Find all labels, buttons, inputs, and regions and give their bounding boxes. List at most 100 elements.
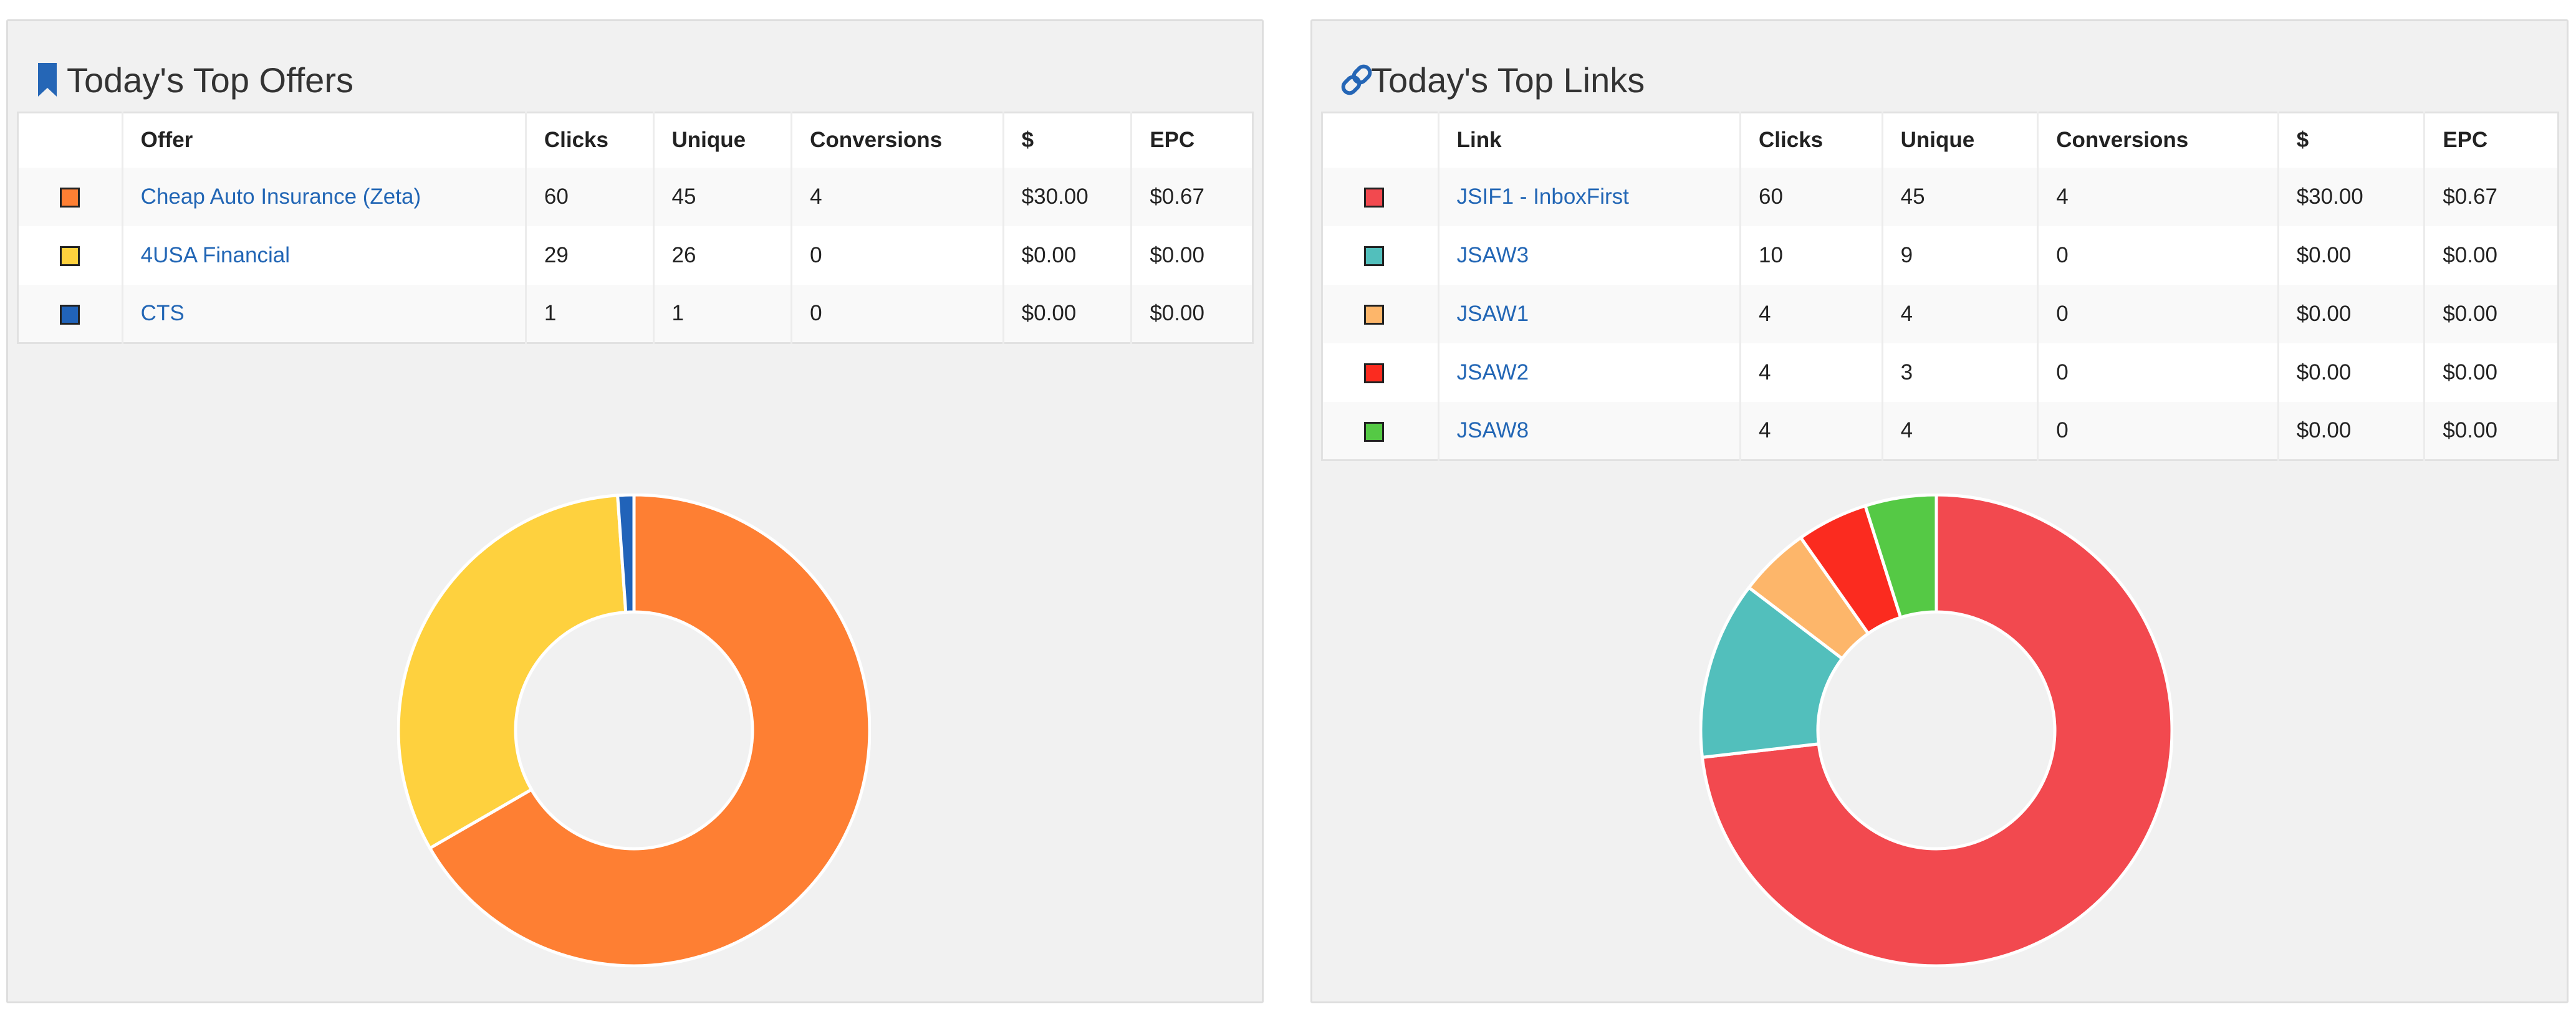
column-header-revenue[interactable]: $: [1002, 112, 1132, 168]
column-header-revenue[interactable]: $: [2277, 112, 2425, 168]
unique-cell: 4: [1881, 284, 2038, 343]
unique-cell: 1: [652, 284, 792, 343]
conversions-cell: 0: [2037, 226, 2279, 285]
legend-swatch: [60, 188, 80, 208]
donut-slice-2[interactable]: [397, 494, 628, 851]
revenue-cell: $0.00: [2277, 343, 2425, 402]
table-row: JSIF1 - InboxFirst 60 45 4 $30.00 $0.67: [1322, 167, 2559, 226]
legend-swatch: [60, 304, 80, 325]
revenue-cell: $0.00: [1002, 226, 1132, 285]
revenue-cell: $0.00: [2277, 284, 2425, 343]
table-row: JSAW1 4 4 0 $0.00 $0.00: [1322, 284, 2559, 343]
top-offers-table: Offer Clicks Unique Conversions $ EPC Ch…: [17, 112, 1254, 344]
legend-swatch: [1364, 246, 1384, 267]
column-header-color: [18, 113, 123, 168]
column-header-color: [1322, 113, 1439, 168]
conversions-cell: 0: [2037, 343, 2279, 402]
unique-cell: 9: [1881, 226, 2038, 285]
top-offers-heading: Today's Top Offers: [34, 55, 353, 105]
top-offers-panel: Today's Top Offers Offer Clicks Unique C…: [6, 19, 1264, 1003]
column-header-unique[interactable]: Unique: [652, 112, 792, 168]
column-header-conversions[interactable]: Conversions: [2037, 112, 2279, 168]
unique-cell: 4: [1881, 401, 2038, 461]
offer-link[interactable]: Cheap Auto Insurance (Zeta): [140, 184, 421, 209]
revenue-cell: $30.00: [1002, 167, 1132, 226]
table-row: 4USA Financial 29 26 0 $0.00 $0.00: [17, 226, 1253, 285]
clicks-cell: 29: [524, 226, 654, 285]
clicks-cell: 4: [1739, 343, 1883, 402]
unique-cell: 26: [652, 226, 792, 285]
top-links-heading: Today's Top Links: [1338, 55, 1645, 105]
epc-cell: $0.00: [2423, 401, 2559, 461]
epc-cell: $0.00: [2423, 343, 2559, 402]
conversions-cell: 0: [791, 226, 1004, 285]
conversions-cell: 4: [2037, 167, 2279, 226]
unique-cell: 45: [1881, 167, 2038, 226]
donut-slice-1[interactable]: [1700, 494, 2173, 967]
donut-slice-1[interactable]: [428, 494, 871, 967]
legend-swatch: [1364, 305, 1384, 325]
table-row: Cheap Auto Insurance (Zeta) 60 45 4 $30.…: [17, 167, 1253, 226]
bookmark-icon: [34, 62, 60, 98]
top-links-title: Today's Top Links: [1371, 60, 1645, 100]
tracking-link[interactable]: JSAW8: [1456, 418, 1529, 442]
column-header-unique[interactable]: Unique: [1881, 112, 2038, 168]
column-header-epc[interactable]: EPC: [2423, 112, 2559, 168]
links-donut-chart: [1699, 494, 2173, 967]
offers-donut-svg: [397, 494, 871, 967]
top-links-panel: Today's Top Links Link Clicks Unique Con…: [1310, 19, 2569, 1003]
table-row: JSAW3 10 9 0 $0.00 $0.00: [1322, 226, 2559, 285]
top-offers-title: Today's Top Offers: [67, 60, 353, 100]
column-header-epc[interactable]: EPC: [1130, 112, 1253, 168]
table-row: JSAW2 4 3 0 $0.00 $0.00: [1322, 343, 2559, 402]
column-header-link[interactable]: Link: [1437, 112, 1741, 168]
clicks-cell: 60: [1739, 167, 1883, 226]
conversions-cell: 0: [2037, 284, 2279, 343]
clicks-cell: 1: [524, 284, 654, 343]
unique-cell: 3: [1881, 343, 2038, 402]
revenue-cell: $0.00: [2277, 226, 2425, 285]
epc-cell: $0.67: [1130, 167, 1253, 226]
conversions-cell: 0: [2037, 401, 2279, 461]
donut-slice-3[interactable]: [615, 494, 636, 614]
epc-cell: $0.00: [1130, 226, 1253, 285]
offer-link[interactable]: 4USA Financial: [140, 242, 290, 267]
epc-cell: $0.67: [2423, 167, 2559, 226]
donut-slice-2[interactable]: [1699, 585, 1845, 760]
link-icon: [1338, 62, 1372, 98]
column-header-clicks[interactable]: Clicks: [524, 112, 654, 168]
epc-cell: $0.00: [1130, 284, 1253, 343]
donut-slice-5[interactable]: [1863, 494, 1938, 619]
conversions-cell: 4: [791, 167, 1004, 226]
revenue-cell: $0.00: [2277, 401, 2425, 461]
tracking-link[interactable]: JSAW1: [1456, 301, 1529, 326]
column-header-offer[interactable]: Offer: [121, 112, 526, 168]
top-links-table: Link Clicks Unique Conversions $ EPC JSI…: [1321, 112, 2559, 461]
legend-swatch: [1364, 363, 1384, 384]
tracking-link[interactable]: JSAW2: [1456, 360, 1529, 384]
column-header-conversions[interactable]: Conversions: [791, 112, 1004, 168]
links-donut-svg: [1699, 494, 2173, 967]
clicks-cell: 4: [1739, 401, 1883, 461]
table-row: JSAW8 4 4 0 $0.00 $0.00: [1322, 401, 2559, 461]
epc-cell: $0.00: [2423, 226, 2559, 285]
table-row: CTS 1 1 0 $0.00 $0.00: [17, 284, 1253, 343]
epc-cell: $0.00: [2423, 284, 2559, 343]
tracking-link[interactable]: JSAW3: [1456, 242, 1529, 267]
legend-swatch: [60, 246, 80, 267]
offers-donut-chart: [397, 494, 871, 967]
table-header-row: Link Clicks Unique Conversions $ EPC: [1322, 112, 2559, 168]
tracking-link[interactable]: JSIF1 - InboxFirst: [1456, 184, 1629, 209]
legend-swatch: [1364, 188, 1384, 208]
clicks-cell: 60: [524, 167, 654, 226]
revenue-cell: $0.00: [1002, 284, 1132, 343]
unique-cell: 45: [652, 167, 792, 226]
clicks-cell: 4: [1739, 284, 1883, 343]
clicks-cell: 10: [1739, 226, 1883, 285]
conversions-cell: 0: [791, 284, 1004, 343]
column-header-clicks[interactable]: Clicks: [1739, 112, 1883, 168]
offer-link[interactable]: CTS: [140, 300, 185, 325]
table-header-row: Offer Clicks Unique Conversions $ EPC: [18, 112, 1253, 168]
legend-swatch: [1364, 421, 1384, 442]
revenue-cell: $30.00: [2277, 167, 2425, 226]
